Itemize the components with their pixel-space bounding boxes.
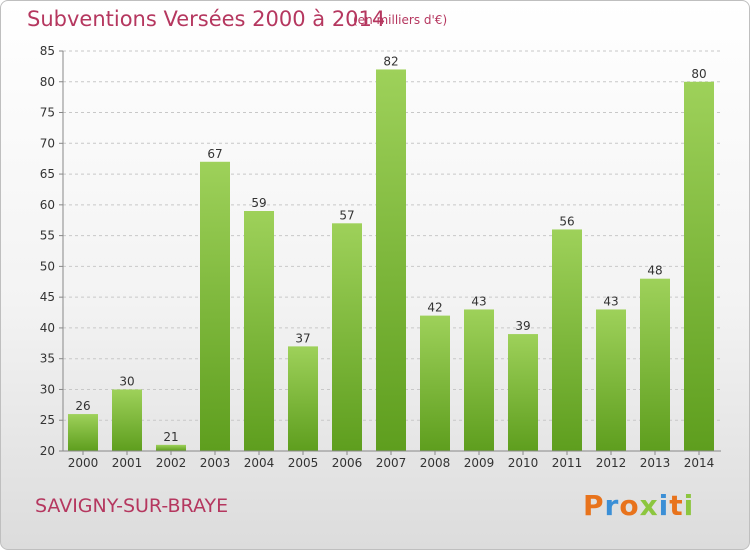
bar-value-label: 37 [295,331,310,345]
y-tick-label: 30 [40,382,55,396]
bar-value-label: 80 [691,67,706,81]
y-tick-label: 60 [40,198,55,212]
bar [112,389,142,451]
bar [508,334,538,451]
bar-value-label: 57 [339,208,354,222]
bar-value-label: 43 [603,294,618,308]
bar [640,278,670,451]
x-tick-label: 2009 [464,456,495,470]
x-tick-label: 2013 [640,456,671,470]
y-tick-label: 80 [40,75,55,89]
bar [68,414,98,451]
x-tick-label: 2000 [68,456,99,470]
logo-letter: r [604,489,620,522]
x-tick-label: 2005 [288,456,319,470]
logo-letter: x [639,489,659,522]
x-tick-label: 2014 [684,456,715,470]
commune-name: SAVIGNY-SUR-BRAYE [35,495,229,517]
y-tick-label: 85 [40,44,55,58]
y-tick-label: 70 [40,136,55,150]
bar-value-label: 26 [75,399,90,413]
y-tick-label: 45 [40,290,55,304]
bar-value-label: 21 [163,430,178,444]
bar [420,315,450,451]
y-tick-label: 50 [40,259,55,273]
y-tick-label: 35 [40,352,55,366]
bar [552,229,582,451]
bar-value-label: 39 [515,319,530,333]
bar [156,444,186,451]
x-tick-label: 2002 [156,456,187,470]
y-tick-label: 65 [40,167,55,181]
bar-value-label: 42 [427,301,442,315]
bar [376,69,406,451]
bar [244,211,274,451]
y-tick-label: 20 [40,444,55,458]
x-tick-label: 2003 [200,456,231,470]
bar [200,161,230,451]
bar-value-label: 48 [647,264,662,278]
bar-value-label: 82 [383,54,398,68]
x-tick-label: 2012 [596,456,627,470]
y-tick-label: 25 [40,413,55,427]
bar [332,223,362,451]
x-tick-label: 2007 [376,456,407,470]
y-tick-label: 40 [40,321,55,335]
bar-value-label: 59 [251,196,266,210]
x-tick-label: 2011 [552,456,583,470]
logo-letter: t [669,489,684,522]
x-tick-label: 2008 [420,456,451,470]
logo-letter: i [658,489,670,522]
bar-value-label: 43 [471,294,486,308]
x-tick-label: 2004 [244,456,275,470]
bar [464,309,494,451]
chart-subtitle: (en milliers d'€) [353,13,448,27]
bar-value-label: 67 [207,147,222,161]
bar [288,346,318,451]
bar [596,309,626,451]
bar-value-label: 30 [119,374,134,388]
logo-letter: o [619,489,640,522]
bar [684,81,714,452]
chart-title: Subventions Versées 2000 à 2014 [27,7,386,31]
x-tick-label: 2001 [112,456,143,470]
x-tick-label: 2006 [332,456,363,470]
logo-letter: P [583,489,605,522]
bar-value-label: 56 [559,214,574,228]
y-tick-label: 55 [40,229,55,243]
proxiti-logo: Proxiti [583,489,694,522]
x-tick-label: 2010 [508,456,539,470]
y-tick-label: 75 [40,106,55,120]
logo-letter: i [683,489,695,522]
